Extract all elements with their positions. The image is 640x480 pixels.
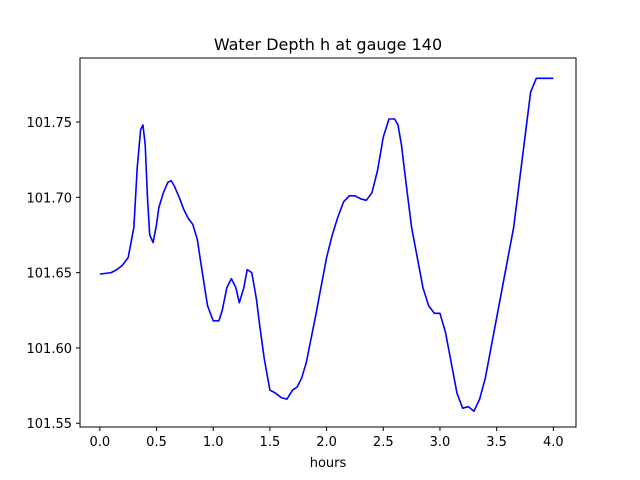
y-tick-label: 101.60	[27, 342, 73, 357]
x-tick-label: 0.0	[89, 435, 110, 450]
x-axis-label: hours	[310, 456, 347, 471]
axes-frame	[79, 57, 577, 428]
x-tick-label: 1.0	[203, 435, 224, 450]
x-tick-label: 0.5	[146, 435, 167, 450]
y-tick-label: 101.55	[27, 417, 73, 432]
y-tick-label: 101.70	[27, 191, 73, 206]
chart-title: Water Depth h at gauge 140	[214, 35, 442, 54]
x-tick-label: 2.0	[316, 435, 337, 450]
series-line-0	[99, 77, 554, 412]
plot-area	[99, 77, 554, 412]
x-tick-label: 2.5	[373, 435, 394, 450]
y-tick-label: 101.75	[27, 116, 73, 131]
x-tick-label: 1.5	[260, 435, 281, 450]
x-tick-label: 3.0	[430, 435, 451, 450]
y-tick-label: 101.65	[27, 267, 73, 282]
x-tick-label: 4.0	[543, 435, 564, 450]
y-axis: 101.55 101.60 101.65 101.70 101.75	[27, 116, 80, 432]
x-tick-label: 3.5	[486, 435, 507, 450]
x-axis: 0.0 0.5 1.0 1.5 2.0 2.5 3.0 3.5 4.0	[89, 427, 564, 450]
